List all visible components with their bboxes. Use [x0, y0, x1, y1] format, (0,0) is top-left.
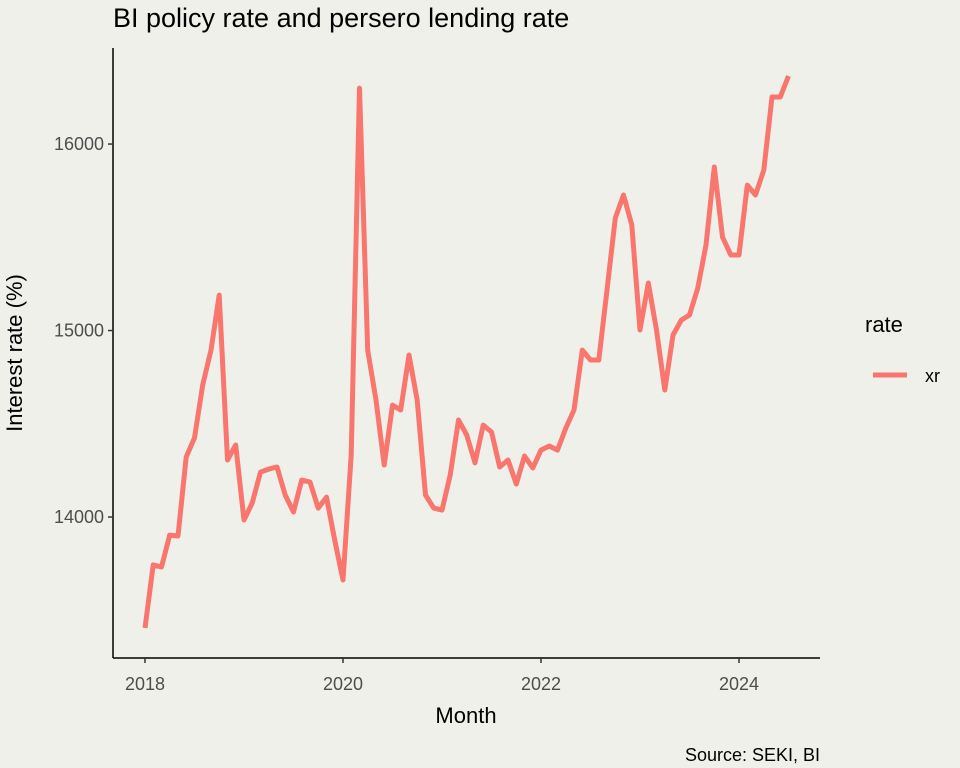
legend: rate xr — [865, 312, 940, 386]
x-tick-label: 2020 — [323, 674, 363, 694]
y-tick-label: 14000 — [54, 507, 104, 527]
y-axis-label: Interest rate (%) — [2, 274, 27, 432]
series-line-xr — [142, 75, 791, 629]
x-tick-label: 2024 — [719, 674, 759, 694]
legend-title: rate — [865, 312, 903, 337]
source-caption: Source: SEKI, BI — [685, 745, 820, 765]
x-axis-label: Month — [435, 703, 496, 728]
legend-label-xr: xr — [925, 366, 940, 386]
x-tick-label: 2018 — [125, 674, 165, 694]
y-tick-label: 15000 — [54, 321, 104, 341]
plot-area: 14000 15000 16000 2018 2020 2022 2024 — [54, 48, 820, 694]
chart-title: BI policy rate and persero lending rate — [113, 3, 569, 33]
y-tick-label: 16000 — [54, 134, 104, 154]
x-tick-label: 2022 — [521, 674, 561, 694]
